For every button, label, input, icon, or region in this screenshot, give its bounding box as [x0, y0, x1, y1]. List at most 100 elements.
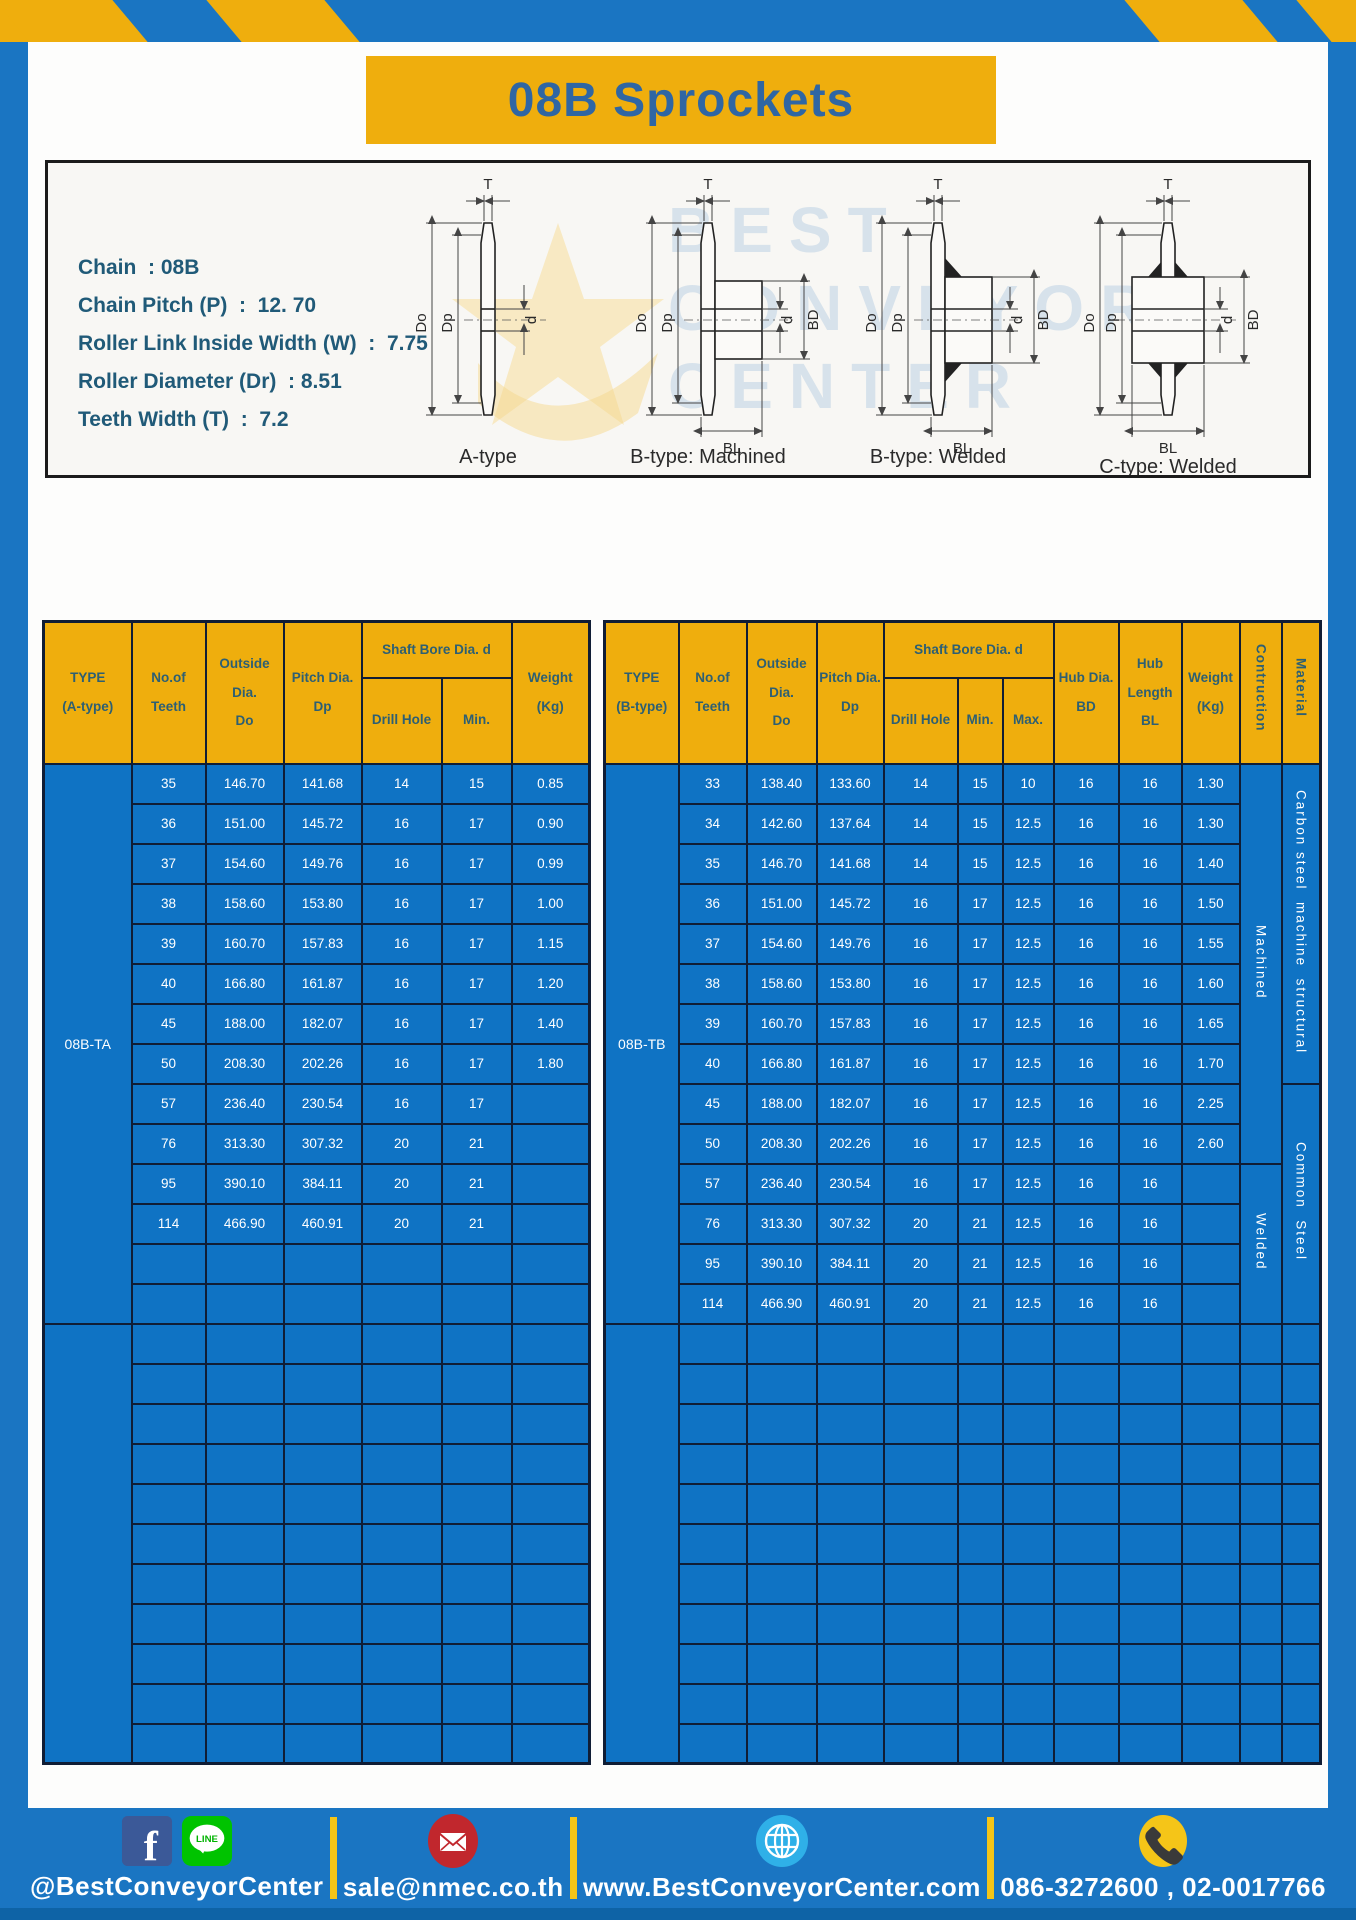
table-cell: 57: [130, 1082, 207, 1125]
table-cell: 16: [1117, 922, 1183, 965]
footer-website-url[interactable]: www.BestConveyorCenter.com: [583, 1871, 981, 1902]
table-cell: 16: [1052, 1282, 1120, 1325]
table-cell: [1238, 1362, 1283, 1405]
table-cell: 12.5: [1001, 1082, 1055, 1125]
table-cell: 12.5: [1001, 802, 1055, 845]
table-cell: 17: [956, 962, 1004, 1005]
table-row: 95 390.10 384.11 20 21 12.5 16 16: [605, 1242, 1321, 1285]
table-cell: [1052, 1722, 1120, 1765]
table-cell: [1180, 1482, 1241, 1525]
facebook-icon[interactable]: f: [121, 1815, 173, 1867]
footer-divider: [329, 1817, 337, 1899]
table-cell: [956, 1682, 1004, 1725]
table-cell: [745, 1562, 818, 1605]
phone-icon[interactable]: [1136, 1814, 1190, 1868]
line-icon[interactable]: LINE: [181, 1815, 233, 1867]
table-cell: 166.80: [204, 962, 285, 1005]
spec-pitch: Chain Pitch (P) : 12. 70: [78, 294, 317, 317]
table-cell: 154.60: [204, 842, 285, 885]
stripe-decoration: [1117, 0, 1285, 42]
footer-email-address[interactable]: sale@nmec.co.th: [342, 1871, 564, 1902]
table-cell: 21: [440, 1162, 513, 1205]
table-cell: 45: [677, 1082, 748, 1125]
table-cell: 16: [1052, 922, 1120, 965]
table-row: 40 166.80 161.87 16 17 1.20: [44, 962, 591, 1005]
table-cell: 21: [440, 1122, 513, 1165]
table-cell: [510, 1082, 591, 1125]
table-row: 34 142.60 137.64 14 15 12.5 16 16 1.30: [605, 802, 1321, 845]
table-cell: 12.5: [1001, 1162, 1055, 1205]
table-cell: [1180, 1362, 1241, 1405]
table-cell: 17: [440, 842, 513, 885]
svg-text:A-type: A-type: [459, 446, 517, 468]
svg-text:T: T: [933, 176, 942, 193]
table-cell: [510, 1162, 591, 1205]
table-cell: 17: [440, 922, 513, 965]
table-row: [605, 1522, 1322, 1565]
table-cell: 16: [1052, 842, 1120, 885]
material-carbon-steel-cell: Carbon steel machine structural: [1280, 762, 1322, 1085]
table-cell: 236.40: [204, 1082, 285, 1125]
table-row: 36 151.00 145.72 16 17 0.90: [44, 802, 591, 845]
table-cell: [204, 1682, 285, 1725]
table-cell: [204, 1562, 285, 1605]
table-cell: 1.55: [1180, 922, 1241, 965]
table-cell: 384.11: [282, 1162, 363, 1205]
table-cell: 1.30: [1180, 802, 1241, 845]
table-cell: 14: [360, 762, 443, 805]
spec-roller-dia: Roller Diameter (Dr) : 8.51: [78, 370, 342, 393]
table-cell: [204, 1482, 285, 1525]
table-cell: 39: [677, 1002, 748, 1045]
table-cell: 182.07: [815, 1082, 885, 1125]
table-cell: [440, 1722, 513, 1765]
table-cell: [745, 1402, 818, 1445]
table-row: [44, 1642, 591, 1685]
table-cell: 16: [360, 1042, 443, 1085]
table-cell: 157.83: [282, 922, 363, 965]
construction-machined-cell: Machined: [1238, 762, 1283, 1165]
table-cell: 313.30: [204, 1122, 285, 1165]
header-material: Material: [1280, 620, 1322, 765]
table-row: 57 236.40 230.54 16 17: [44, 1082, 591, 1125]
material-carbon-steel-cell-label: Carbon steel machine structural: [1293, 789, 1309, 1055]
table-cell: 16: [1117, 1202, 1183, 1245]
table-cell: 466.90: [204, 1202, 285, 1245]
table-row: [44, 1682, 591, 1725]
table-cell: [1180, 1242, 1241, 1285]
table-cell: 95: [677, 1242, 748, 1285]
globe-icon[interactable]: [755, 1814, 809, 1868]
table-cell: [956, 1602, 1004, 1645]
table-cell: [1238, 1722, 1283, 1765]
table-cell: [1180, 1722, 1241, 1765]
table-cell: 137.64: [815, 802, 885, 845]
table-cell: [130, 1282, 207, 1325]
footer-phone-numbers[interactable]: 086-3272600 , 02-0017766: [1000, 1871, 1326, 1902]
table-cell: 76: [677, 1202, 748, 1245]
svg-text:T: T: [483, 176, 492, 193]
table-cell: 12.5: [1001, 1242, 1055, 1285]
type-b-empty-cell: [603, 1322, 680, 1765]
table-cell: [1052, 1362, 1120, 1405]
table-cell: 17: [956, 1122, 1004, 1165]
footer-social-handle[interactable]: @BestConveyorCenter: [30, 1870, 324, 1901]
table-cell: [282, 1722, 363, 1765]
table-cell: 12.5: [1001, 1042, 1055, 1085]
svg-text:d: d: [779, 316, 796, 324]
footer-divider: [987, 1817, 995, 1899]
table-cell: [1238, 1322, 1283, 1365]
table-cell: 153.80: [815, 962, 885, 1005]
svg-text:B-type: Machined: B-type: Machined: [630, 446, 786, 468]
spec-teeth-width: Teeth Width (T) : 7.2: [78, 408, 289, 431]
table-cell: 16: [1117, 1162, 1183, 1205]
table-cell: [130, 1562, 207, 1605]
diagram-b-welded: T Do Dp d: [863, 176, 1052, 468]
header-teeth: No.of Teeth: [677, 620, 748, 765]
header-pitch-dia: Pitch Dia. Dp: [282, 620, 363, 765]
table-cell: 39: [130, 922, 207, 965]
material-common-steel-cell: Common Steel: [1280, 1082, 1322, 1325]
email-icon[interactable]: [426, 1813, 480, 1868]
table-cell: [360, 1242, 443, 1285]
header-shaft-bore: Shaft Bore Dia. d: [360, 620, 513, 679]
header-weight: Weight (Kg): [510, 620, 591, 765]
table-cell: 16: [882, 1042, 959, 1085]
